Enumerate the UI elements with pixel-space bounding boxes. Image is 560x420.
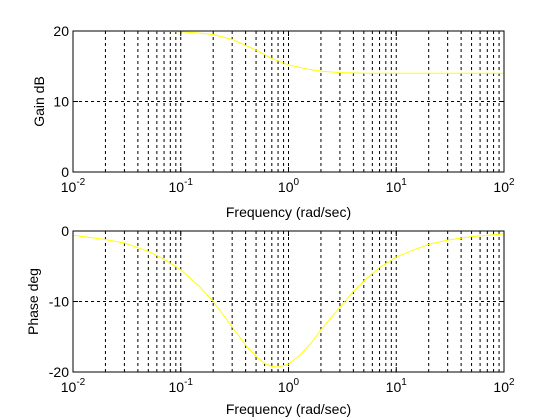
phase-y-tick-label: 0 [61,223,69,239]
gain-y-tick-label: 0 [61,164,69,180]
phase-y-tick-label: -10 [49,294,69,310]
phase-x-tick-label: 100 [278,377,300,395]
x-tick-exponent: -2 [76,377,85,388]
x-tick-exponent: 1 [401,177,407,188]
x-tick-exponent: 2 [509,377,515,388]
x-tick-exponent: 0 [294,377,300,388]
x-tick-base: 10 [61,179,77,195]
x-tick-base: 10 [386,179,402,195]
phase-x-tick-label: 102 [493,377,515,395]
gain-x-tick-label: 101 [386,177,408,195]
gain-plot-series [73,30,504,74]
gain-y-tick-label: 20 [53,23,69,39]
x-tick-base: 10 [386,379,402,395]
gain-y-tick-label: 10 [53,94,69,110]
x-tick-base: 10 [278,379,294,395]
gain-x-tick-label: 100 [278,177,300,195]
gain-plot-xlabel: Frequency (rad/sec) [226,204,351,220]
x-tick-base: 10 [169,179,185,195]
phase-x-tick-label: 10-1 [169,377,194,395]
gain-x-tick-label: 102 [493,177,515,195]
x-tick-exponent: 2 [509,177,515,188]
phase-plot-xlabel: Frequency (rad/sec) [226,401,351,417]
x-tick-exponent: -1 [184,177,193,188]
x-tick-base: 10 [493,379,509,395]
x-tick-base: 10 [278,179,294,195]
phase-y-tick-label: -20 [49,364,69,380]
gain-x-tick-label: 10-1 [169,177,194,195]
gain-series-line [73,30,504,74]
gain-x-tick-label: 10-2 [61,177,86,195]
phase-plot-area [73,231,504,372]
x-tick-base: 10 [169,379,185,395]
x-tick-base: 10 [61,379,77,395]
phase-x-tick-label: 10-2 [61,377,86,395]
x-tick-exponent: 0 [294,177,300,188]
x-tick-exponent: -2 [76,177,85,188]
x-tick-exponent: 1 [401,377,407,388]
phase-plot-ylabel: Phase deg [25,268,41,335]
phase-x-tick-label: 101 [386,377,408,395]
x-tick-base: 10 [493,179,509,195]
x-tick-exponent: -1 [184,377,193,388]
phase-plot-series [72,233,505,368]
gain-plot-area [73,31,504,172]
gain-plot-ylabel: Gain dB [31,76,47,127]
phase-series-line [72,233,505,368]
